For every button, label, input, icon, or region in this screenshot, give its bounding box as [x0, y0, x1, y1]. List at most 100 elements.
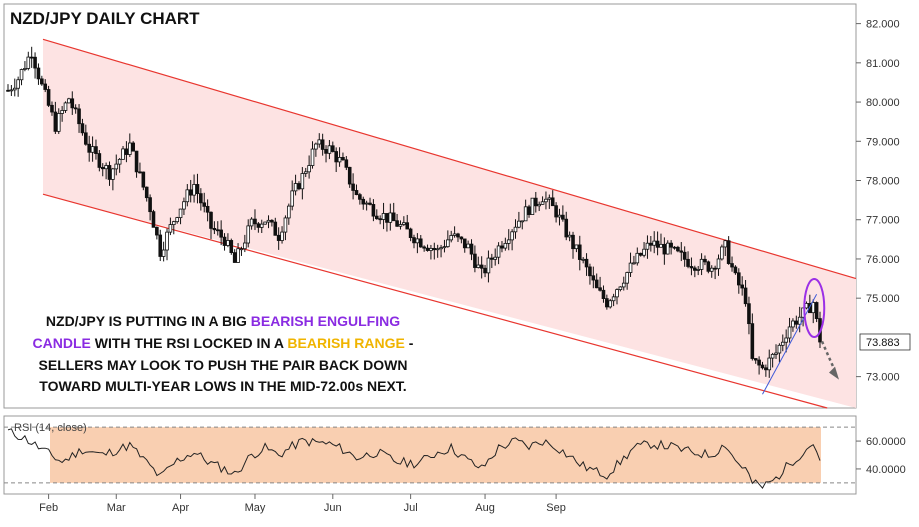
- candle-body: [270, 219, 274, 223]
- candle-body: [114, 163, 119, 170]
- candle-body: [29, 56, 34, 59]
- candle-body: [510, 231, 514, 241]
- candle-body: [774, 352, 778, 355]
- candle-body: [523, 206, 528, 222]
- candle-body: [469, 243, 474, 255]
- y-tick-label: 80.000: [866, 97, 900, 109]
- candle-body: [564, 218, 569, 238]
- candle-body: [330, 145, 335, 152]
- candle-body: [635, 252, 640, 264]
- candle-body: [442, 246, 447, 249]
- candle-body: [449, 235, 454, 241]
- candle-body: [6, 89, 10, 92]
- candle-body: [364, 202, 369, 205]
- candle-body: [84, 132, 88, 145]
- candle-body: [263, 221, 267, 225]
- candle-body: [310, 148, 315, 166]
- candle-body: [178, 208, 183, 219]
- candle-body: [672, 246, 677, 249]
- annotation-line: TOWARD MULTI-YEAR LOWS IN THE MID-72.00s…: [39, 378, 406, 394]
- candle-body: [381, 213, 386, 220]
- candle-body: [73, 107, 78, 110]
- candle-body: [408, 228, 413, 239]
- candle-body: [625, 272, 629, 284]
- support-trendline: [762, 294, 818, 395]
- candle-body: [94, 146, 98, 154]
- candle-body: [354, 190, 359, 196]
- candle-body: [388, 212, 393, 223]
- candle-body: [229, 240, 234, 254]
- candle-body: [19, 69, 24, 81]
- candle-body: [764, 367, 768, 371]
- candle-body: [655, 240, 660, 248]
- candle-body: [344, 159, 349, 168]
- candle-body: [811, 302, 816, 314]
- candle-body: [615, 289, 619, 298]
- candle-body: [608, 300, 613, 308]
- candle-body: [273, 221, 278, 236]
- annotation-line: NZD/JPY IS PUTTING IN A BIG BEARISH ENGU…: [46, 313, 400, 329]
- candle-body: [226, 240, 230, 246]
- y-tick-label: 81.000: [866, 58, 900, 70]
- candle-body: [540, 201, 545, 205]
- candle-body: [787, 326, 792, 339]
- candle-body: [124, 148, 129, 155]
- annotation-text: NZD/JPY IS PUTTING IN A BIG BEARISH ENGU…: [33, 313, 414, 394]
- last-price-box: [859, 333, 911, 351]
- annotation-segment: SELLERS MAY LOOK TO PUSH THE PAIR BACK D…: [39, 357, 408, 373]
- candle-body: [144, 186, 149, 199]
- candle-body: [97, 153, 102, 168]
- candle-body: [158, 234, 163, 257]
- candle-body: [215, 229, 220, 232]
- candle-body: [432, 247, 437, 251]
- candle-body: [720, 246, 724, 260]
- candle-body: [202, 202, 207, 207]
- candle-body: [784, 337, 788, 343]
- candle-body: [199, 193, 203, 204]
- annotation-segment: WITH THE RSI LOCKED IN A: [91, 335, 288, 351]
- y-tick-label: 78.000: [866, 176, 900, 188]
- candle-body: [90, 146, 95, 153]
- candle-body: [808, 303, 812, 314]
- candle-body: [605, 298, 609, 308]
- candle-body: [737, 272, 741, 286]
- candle-body: [422, 246, 426, 249]
- candle-body: [402, 222, 406, 225]
- candle-body: [209, 211, 213, 229]
- candle-body: [706, 261, 711, 272]
- candle-body: [530, 197, 535, 215]
- candle-body: [618, 286, 623, 290]
- annotation-line: CANDLE WITH THE RSI LOCKED IN A BEARISH …: [33, 335, 414, 351]
- candle-body: [253, 218, 257, 225]
- candle-body: [554, 205, 558, 218]
- candle-body: [53, 111, 58, 132]
- candle-body: [557, 214, 562, 218]
- candle-body: [368, 202, 372, 205]
- candle-body: [222, 236, 227, 246]
- candle-body: [391, 212, 396, 222]
- candle-body: [337, 157, 342, 163]
- candle-body: [418, 238, 423, 248]
- candle-body: [287, 205, 291, 219]
- candle-body: [740, 284, 744, 289]
- x-tick-label: Sep: [546, 502, 566, 514]
- candle-body: [280, 231, 284, 241]
- annotation-segment: -: [405, 335, 414, 351]
- candle-body: [121, 148, 125, 160]
- annotation-segment: NZD/JPY IS PUTTING IN A BIG: [46, 313, 251, 329]
- rsi-line: [7, 428, 821, 489]
- candle-body: [40, 78, 44, 85]
- candle-body: [405, 222, 410, 230]
- candle-body: [23, 68, 27, 70]
- candle-body: [188, 189, 193, 196]
- candle-body: [649, 242, 653, 246]
- candle-body: [571, 234, 575, 250]
- candle-body: [341, 157, 345, 161]
- candle-body: [297, 183, 301, 190]
- candle-body: [334, 151, 338, 163]
- candle-body: [43, 83, 48, 90]
- candle-body: [429, 247, 433, 251]
- candle-body: [506, 239, 511, 244]
- candle-body: [652, 240, 657, 246]
